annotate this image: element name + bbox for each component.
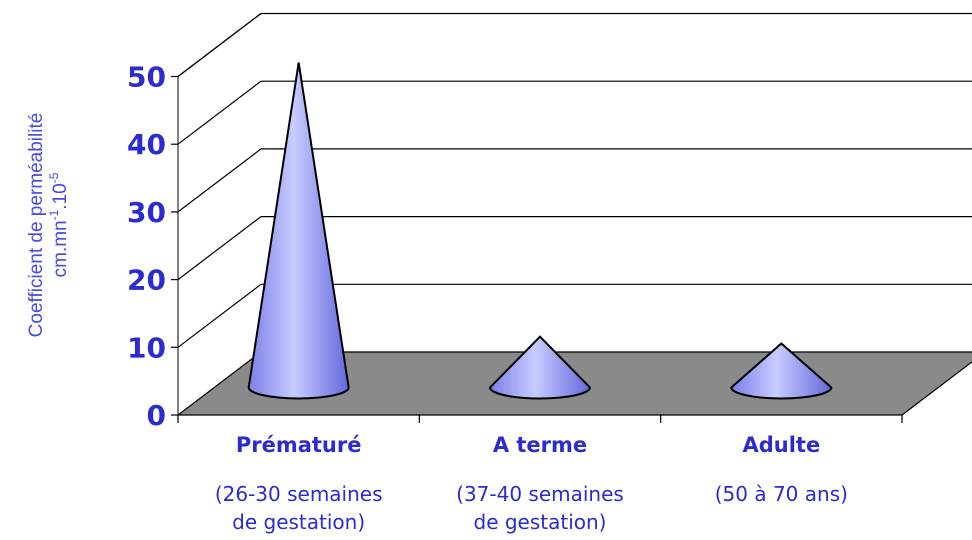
gridline-diag-10 [177,283,262,348]
ytick-label-20: 20 [127,264,166,297]
gridline-diag-40 [177,80,262,145]
cone-1 [488,335,592,400]
gridline-diag-20 [177,216,262,281]
cone-body-0 [247,62,350,400]
ytick-label-40: 40 [127,128,166,161]
wall-top-edge [177,13,262,77]
x-axis-categories: Prématuré (26-30 semaines de gestation) A t… [177,415,903,534]
category-sublabel-2-0: (50 à 70 ans) [715,482,848,506]
ytick-label-0: 0 [147,399,166,432]
y-axis-unit-base: cm.mn [50,220,71,277]
gridline-diag-30 [177,148,262,213]
cone-2 [730,342,833,400]
ytick-label-50: 50 [127,61,166,94]
category-label-1: A terme [493,433,587,457]
grid [177,12,972,348]
category-label-0: Prématuré [236,433,362,457]
category-sublabel-1-1: de gestation) [474,510,607,534]
y-axis-unit-mid: .10 [50,183,71,209]
ytick-label-30: 30 [127,196,166,229]
ytick-label-10: 10 [127,331,166,364]
cones [247,62,833,400]
category-sublabel-0-1: de gestation) [232,510,365,534]
cone-0 [247,62,350,400]
cone-body-2 [730,342,833,400]
y-axis-unit-sup2: -5 [47,172,61,183]
y-axis-label: Coefficient de perméabilité cm.mn-1.10-5 [26,113,71,338]
y-axis-unit-sup1: -1 [47,209,61,220]
category-sublabel-1-0: (37-40 semaines [456,482,624,506]
category-sublabel-0-0: (26-30 semaines [215,482,383,506]
y-axis-label-line1: Coefficient de perméabilité [26,113,47,338]
category-label-2: Adulte [742,433,820,457]
y-axis-label-line2: cm.mn-1.10-5 [47,172,71,277]
y-axis-ticks: 0 10 20 30 40 50 [127,61,179,432]
cone-body-1 [488,335,592,400]
